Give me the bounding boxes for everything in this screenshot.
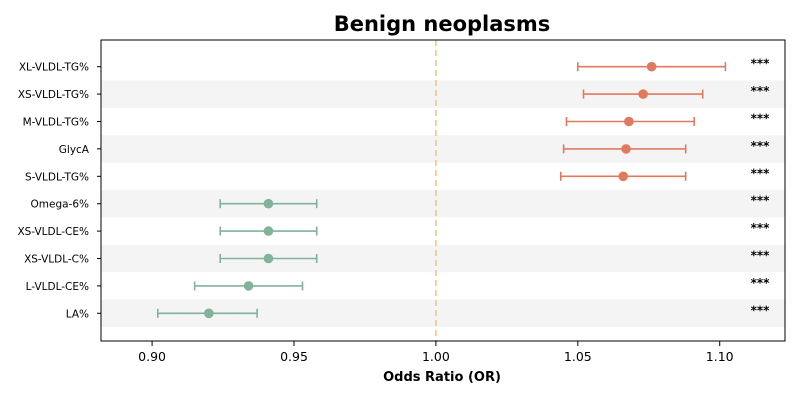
x-tick-label: 1.05 (564, 349, 592, 364)
plot-frame (100, 39, 786, 342)
row-label: GlycA (59, 144, 90, 156)
row-label: Omega-6% (31, 199, 90, 211)
significance-label: *** (751, 303, 771, 317)
forest-row: S-VLDL-TG% *** (25, 166, 770, 183)
significance-label: *** (751, 57, 771, 71)
significance-label: *** (751, 84, 771, 98)
row-stripe (101, 244, 785, 273)
forest-row: GlycA *** (59, 139, 770, 156)
significance-label: *** (751, 249, 771, 263)
x-tick-label: 0.95 (280, 349, 308, 364)
or-point (638, 89, 648, 99)
row-label: S-VLDL-TG% (25, 171, 89, 183)
significance-label: *** (751, 221, 771, 235)
row-label: L-VLDL-CE% (26, 281, 89, 293)
x-tick-label: 1.10 (706, 349, 734, 364)
forest-row: XL-VLDL-TG% *** (19, 57, 770, 74)
axes: 0.90 0.95 1.00 1.05 1.10 (100, 39, 786, 364)
x-tick-label: 0.90 (138, 349, 166, 364)
forest-row: L-VLDL-CE% *** (26, 276, 770, 293)
or-point (621, 144, 631, 154)
row-label: M-VLDL-TG% (23, 117, 89, 129)
row-stripes (101, 80, 785, 327)
forest-row: LA% *** (66, 303, 770, 320)
row-label: XL-VLDL-TG% (19, 62, 89, 74)
chart-title: Benign neoplasms (334, 12, 551, 36)
data-rows: XL-VLDL-TG% *** XS-VLDL-TG% *** M-VLDL-TG% **… (17, 57, 770, 321)
or-point (618, 171, 629, 182)
forest-row: XS-VLDL-C% *** (24, 249, 770, 266)
or-point (624, 116, 634, 127)
significance-label: *** (751, 139, 771, 153)
or-point (204, 308, 214, 319)
forest-row: XS-VLDL-TG% *** (18, 84, 770, 101)
x-tick-label: 1.00 (422, 349, 450, 364)
row-stripe (101, 190, 785, 218)
or-point (263, 253, 274, 264)
significance-label: *** (751, 112, 771, 126)
x-axis-label: Odds Ratio (OR) (383, 370, 501, 385)
row-label: XS-VLDL-TG% (18, 89, 89, 101)
significance-label: *** (751, 276, 771, 290)
or-point (263, 226, 274, 236)
significance-label: *** (751, 194, 771, 208)
forest-row: M-VLDL-TG% *** (23, 112, 771, 129)
forest-row: XS-VLDL-CE% *** (17, 221, 770, 238)
or-point (243, 281, 254, 291)
or-point (646, 61, 657, 72)
or-point (263, 198, 274, 209)
row-label: XS-VLDL-CE% (17, 226, 89, 238)
significance-label: *** (751, 166, 771, 180)
forest-row: Omega-6% *** (31, 194, 771, 211)
row-label: LA% (66, 308, 89, 320)
row-label: XS-VLDL-C% (24, 254, 89, 266)
